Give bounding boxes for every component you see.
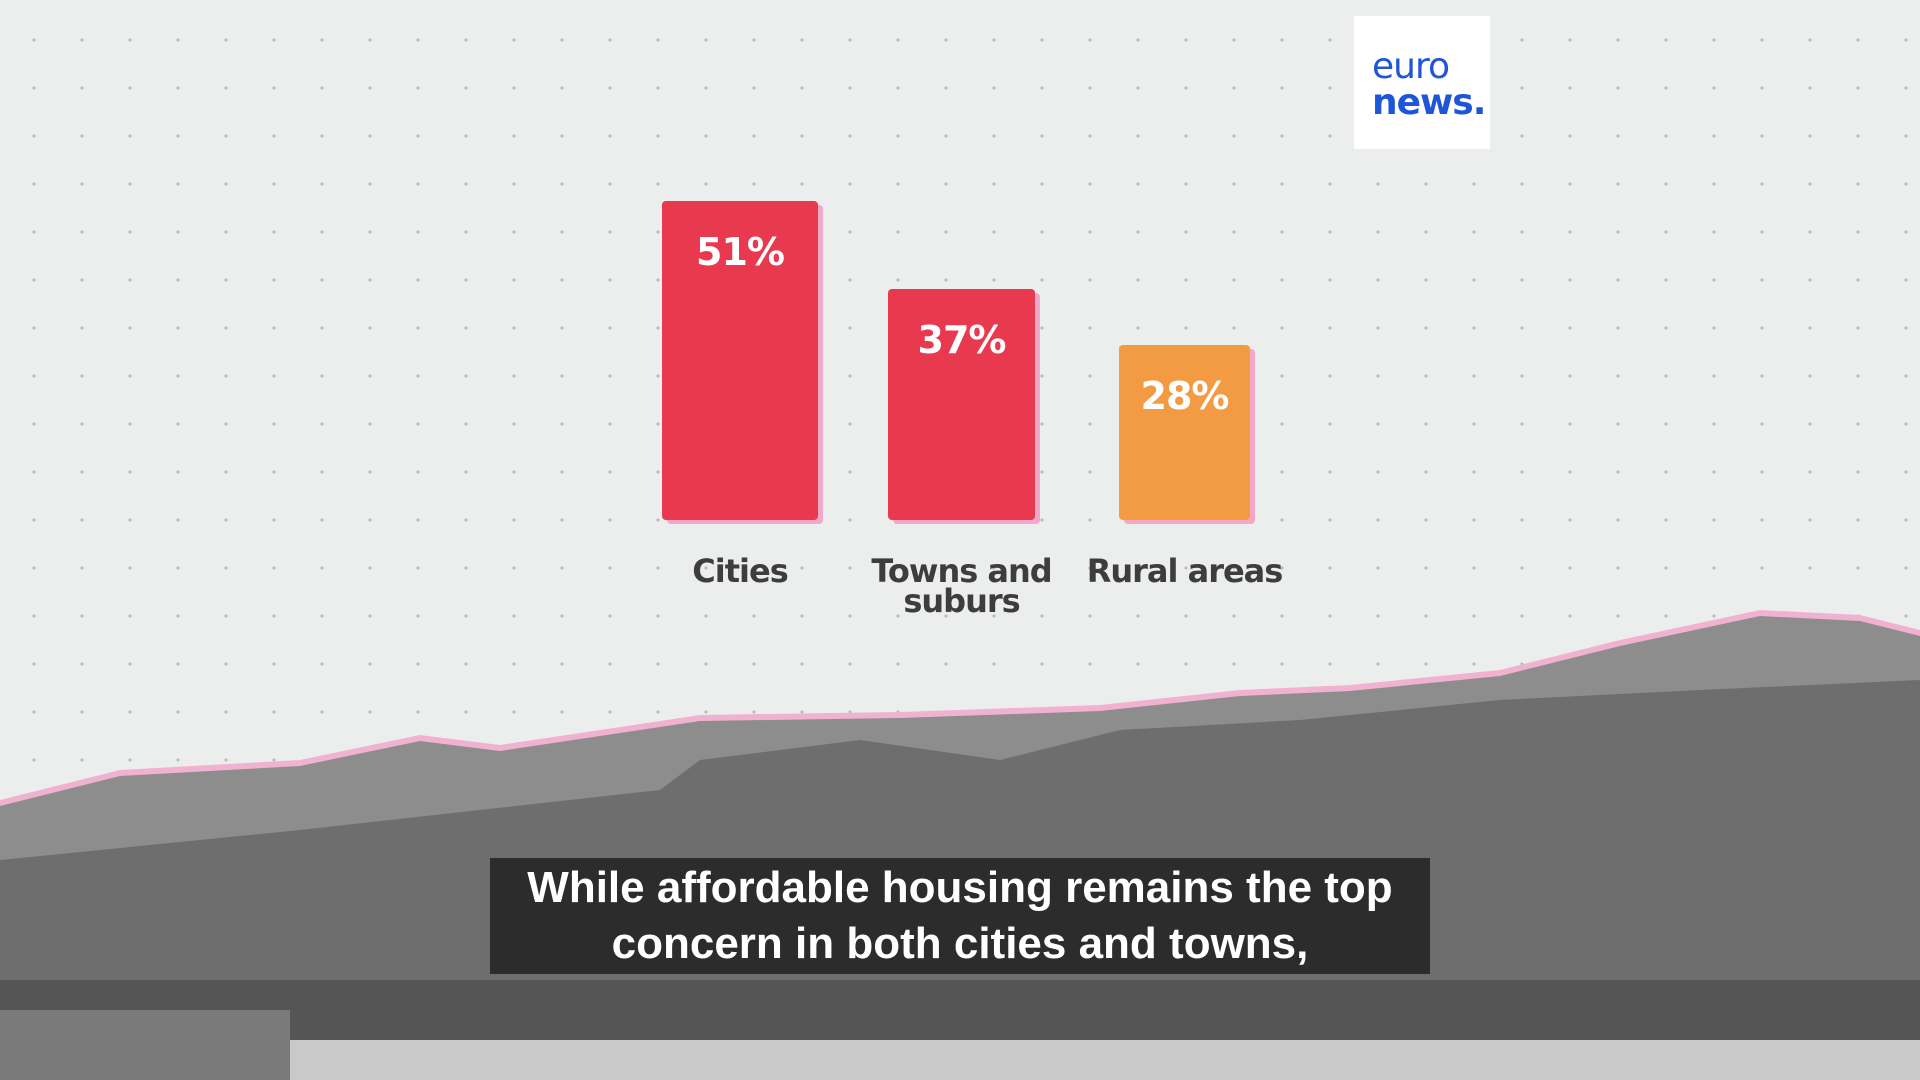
category-label: Towns and suburs — [871, 552, 1052, 620]
category-label: Cities — [692, 552, 788, 590]
logo-text: euro — [1372, 46, 1450, 87]
subtitle-text: While affordable housing remains the top… — [490, 858, 1430, 974]
bar — [888, 288, 1035, 520]
value-label: 37% — [917, 317, 1007, 362]
bar — [1119, 345, 1250, 520]
logo-text: news. — [1372, 82, 1486, 123]
subtitle: While affordable housing remains the top… — [0, 858, 1920, 974]
value-label: 28% — [1140, 374, 1230, 418]
category-label: Rural areas — [1086, 552, 1284, 590]
bar — [662, 201, 818, 520]
value-label: 51% — [696, 230, 785, 275]
logo: euro news. — [1354, 16, 1490, 149]
